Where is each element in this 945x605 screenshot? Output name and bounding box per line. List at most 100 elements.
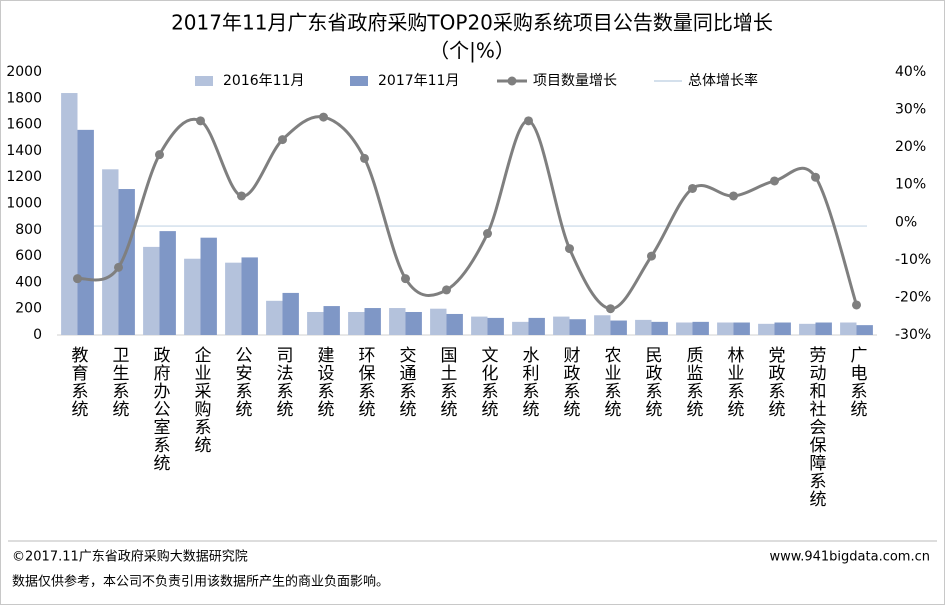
website: www.941bigdata.com.cn [770,550,930,565]
copyright: ©2017.11广东省政府采购大数据研究院 [12,549,248,565]
bar [184,258,201,335]
legend-label: 2016年11月 [223,73,304,89]
bar [487,317,504,335]
bar [241,257,258,335]
y2-tick-label: -20% [895,289,931,305]
bar [282,292,299,335]
marker [319,112,328,122]
marker [114,262,123,272]
bar [676,322,693,335]
bar [118,189,135,335]
y-tick-label: 0 [33,327,42,343]
bar [430,308,447,335]
y-tick-label: 1800 [6,90,42,106]
x-tick-label: 建设系统 [314,346,335,418]
bar [266,300,283,335]
bar [143,246,160,335]
x-tick-label: 政府办公室系统 [150,346,171,472]
bar [528,317,545,335]
bar [225,262,242,335]
x-tick-label: 劳动和社会保障系统 [806,346,827,508]
bar [610,320,627,335]
bar [758,323,775,335]
y-tick-label: 1200 [6,169,42,185]
x-tick-label: 公安系统 [232,346,253,418]
y-tick-label: 600 [15,248,42,264]
chart-title: 2017年11月广东省政府采购TOP20采购系统项目公告数量同比增长 [171,11,773,35]
bar [594,315,611,335]
legend-label: 总体增长率 [688,72,758,89]
y-tick-label: 2000 [6,64,42,80]
marker [196,116,205,126]
y2-tick-label: -30% [895,327,931,343]
bar [774,322,791,335]
bar [364,308,381,335]
legend-label: 项目数量增长 [533,73,617,89]
chart-subtitle: （个|%） [429,39,515,63]
x-tick-label: 教育系统 [68,346,89,418]
bar [569,319,586,335]
marker [237,191,246,201]
bar [799,323,816,335]
x-tick-label: 民政系统 [642,346,663,418]
x-tick-label: 司法系统 [273,346,294,418]
bar [717,322,734,335]
bar [348,311,365,335]
x-tick-label: 交通系统 [396,346,417,418]
bar [733,322,750,335]
legend-label: 2017年11月 [378,73,459,89]
marker [647,251,656,261]
y-tick-label: 1400 [6,143,42,159]
x-tick-label: 企业采购系统 [191,346,212,454]
marker [442,285,451,295]
bar [307,311,324,335]
y-tick-label: 1000 [6,196,42,212]
disclaimer: 数据仅供参考，本公司不负责引用该数据所产生的商业负面影响。 [12,574,389,590]
x-tick-label: 卫生系统 [109,346,130,418]
y-tick-label: 400 [15,274,42,290]
y2-tick-label: 20% [895,139,926,155]
bar [159,231,176,335]
marker [483,229,492,239]
marker [155,150,164,160]
y2-tick-label: 30% [895,102,926,118]
marker [401,274,410,284]
bar [77,129,94,335]
y2-tick-label: -10% [895,252,931,268]
bar [200,237,217,335]
bar [815,322,832,335]
bar [446,313,463,335]
bar [405,311,422,335]
bar [471,316,488,335]
marker [278,135,287,145]
x-tick-label: 农业系统 [601,346,622,418]
x-tick-label: 财政系统 [560,346,581,418]
marker [73,274,82,284]
y2-tick-label: 10% [895,177,926,193]
bar [840,322,857,335]
marker [852,300,861,310]
bar [651,321,668,335]
y2-tick-label: 0% [895,214,917,230]
marker [811,172,820,182]
bar [856,325,873,335]
bar [323,306,340,335]
legend-swatch [507,76,517,86]
y-tick-label: 1600 [6,117,42,133]
marker [360,153,369,163]
marker [606,304,615,314]
x-tick-label: 党政系统 [765,346,786,418]
x-tick-label: 国土系统 [437,346,458,418]
marker [565,244,574,254]
bar [102,169,119,335]
x-tick-label: 广电系统 [847,346,868,418]
bar [389,308,406,335]
x-tick-label: 文化系统 [478,346,499,418]
bar [635,319,652,335]
x-tick-label: 水利系统 [519,346,540,418]
x-tick-label: 质监系统 [683,346,704,418]
bar [512,321,529,335]
y2-tick-label: 40% [895,64,926,80]
x-tick-label: 环保系统 [355,346,376,418]
